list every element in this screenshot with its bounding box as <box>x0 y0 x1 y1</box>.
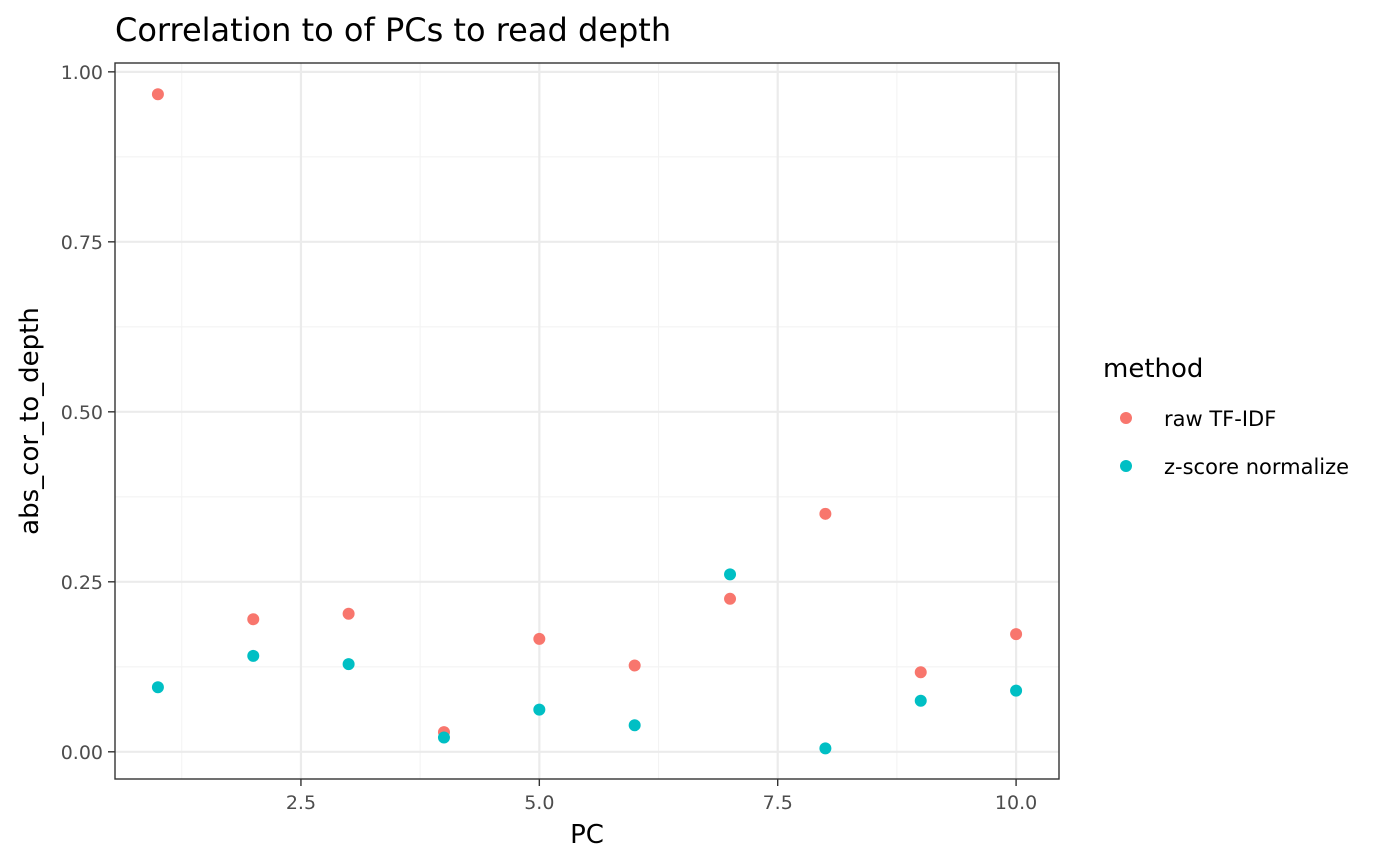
x-tick-label: 5.0 <box>524 792 554 814</box>
data-point-z-score-normalize <box>1010 684 1023 697</box>
x-axis: 2.5 5.0 7.5 10.0 <box>286 779 1037 814</box>
y-tick-label: 0.00 <box>61 742 103 764</box>
data-point-z-score-normalize <box>533 703 546 716</box>
data-point-z-score-normalize <box>437 731 450 744</box>
legend-key-z-score-normalize <box>1120 460 1132 472</box>
data-point-raw-tf-idf <box>628 659 641 672</box>
data-point-raw-tf-idf <box>1010 628 1023 641</box>
legend-label: z-score normalize <box>1164 455 1349 479</box>
data-point-z-score-normalize <box>914 694 927 707</box>
legend: method raw TF-IDF z-score normalize <box>1103 354 1349 479</box>
data-point-raw-tf-idf <box>342 607 355 620</box>
data-points <box>151 88 1023 755</box>
data-point-z-score-normalize <box>151 681 164 694</box>
y-axis-title: abs_cor_to_depth <box>15 307 45 535</box>
data-point-raw-tf-idf <box>819 507 832 520</box>
y-axis: 0.00 0.25 0.50 0.75 1.00 <box>61 62 115 764</box>
y-tick-label: 0.75 <box>61 232 103 254</box>
chart-title: Correlation to of PCs to read depth <box>115 11 671 49</box>
x-tick-label: 7.5 <box>763 792 793 814</box>
legend-key-raw-tf-idf <box>1120 412 1132 424</box>
grid <box>115 63 1059 779</box>
legend-label: raw TF-IDF <box>1164 407 1276 431</box>
data-point-z-score-normalize <box>247 649 260 662</box>
legend-title: method <box>1103 354 1203 384</box>
data-point-raw-tf-idf <box>533 632 546 645</box>
data-point-z-score-normalize <box>342 658 355 671</box>
x-axis-title: PC <box>570 820 604 850</box>
x-tick-label: 2.5 <box>286 792 316 814</box>
panel-border <box>114 62 1060 780</box>
y-tick-label: 1.00 <box>61 62 103 84</box>
data-point-raw-tf-idf <box>151 88 164 101</box>
data-point-raw-tf-idf <box>247 613 260 626</box>
data-point-z-score-normalize <box>724 568 737 581</box>
x-tick-label: 10.0 <box>995 792 1037 814</box>
y-tick-label: 0.25 <box>61 572 103 594</box>
data-point-z-score-normalize <box>819 742 832 755</box>
data-point-z-score-normalize <box>628 719 641 732</box>
data-point-raw-tf-idf <box>914 666 927 679</box>
y-tick-label: 0.50 <box>61 402 103 424</box>
data-point-raw-tf-idf <box>724 592 737 605</box>
